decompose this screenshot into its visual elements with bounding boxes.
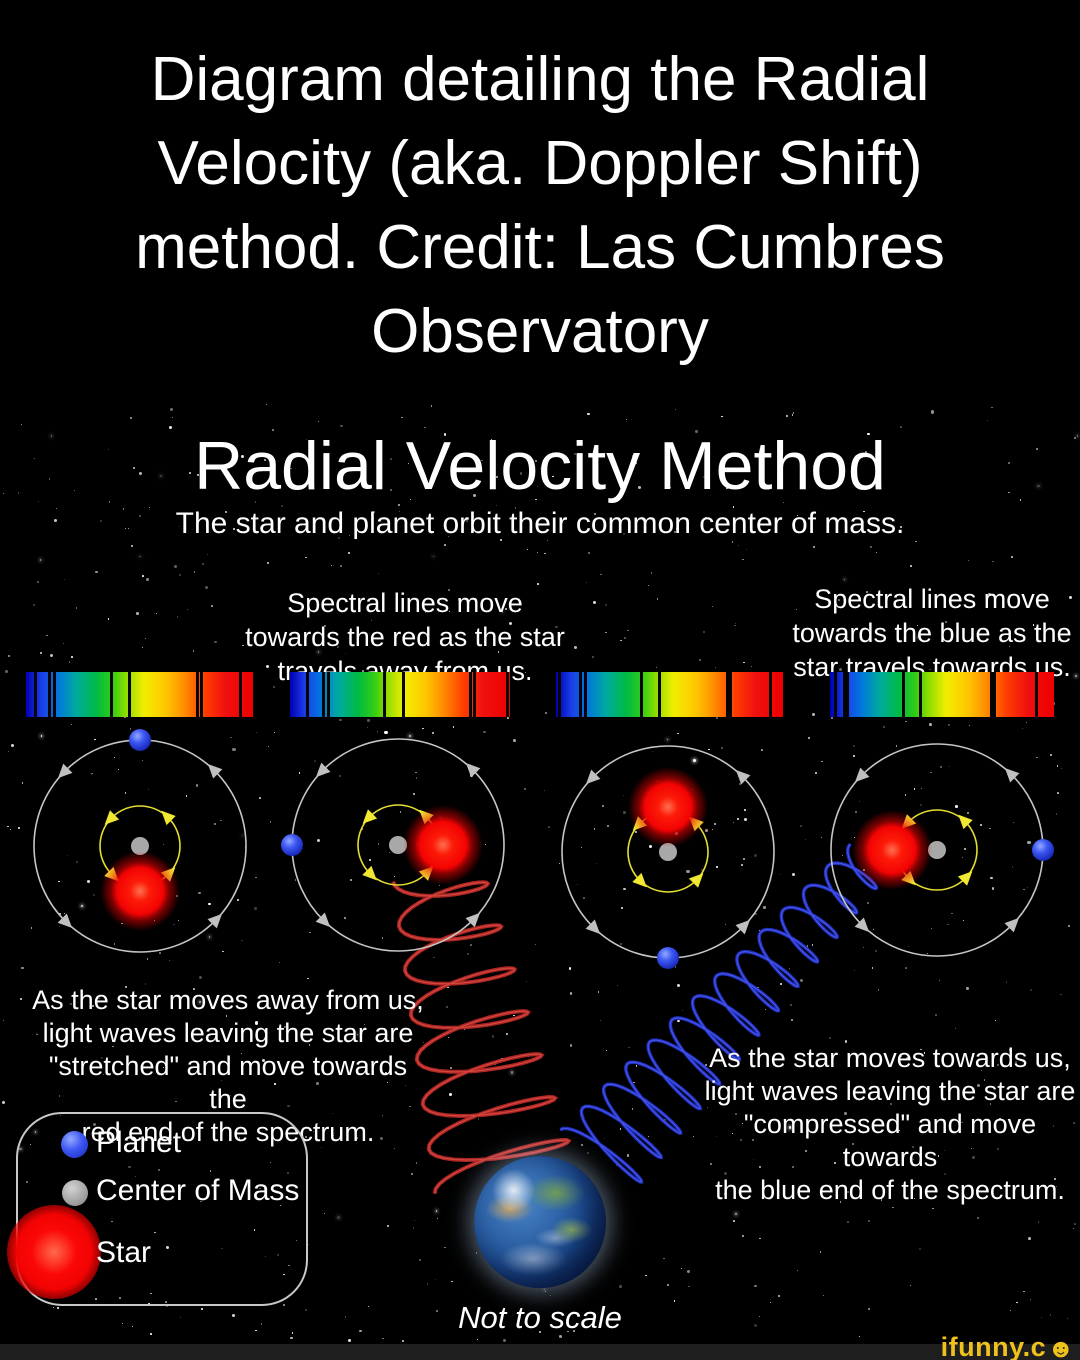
absorption-line (769, 672, 772, 717)
spectrum-bar-4 (830, 672, 1054, 717)
star-body (403, 805, 483, 885)
absorption-line (729, 672, 732, 717)
absorption-line (200, 672, 203, 717)
scale-note: Not to scale (0, 1300, 1080, 1336)
absorption-line (34, 672, 37, 717)
absorption-line (919, 672, 922, 717)
center-of-mass-swatch (62, 1180, 88, 1206)
star-swatch (7, 1205, 101, 1299)
diagram-subtitle: The star and planet orbit their common c… (0, 506, 1080, 542)
absorption-line (383, 672, 386, 717)
legend-label-center-of-mass: Center of Mass (96, 1174, 299, 1208)
absorption-line (196, 672, 199, 717)
absorption-line (506, 672, 509, 717)
spectrum-bar-1 (26, 672, 253, 717)
absorption-line (1035, 672, 1038, 717)
bottom-bar (0, 1344, 1080, 1360)
absorption-line (843, 672, 846, 717)
absorption-line (902, 672, 905, 717)
legend: Planet Center of Mass Star (16, 1112, 308, 1306)
absorption-line (239, 672, 242, 717)
orbit-diagram-2 (280, 727, 516, 963)
planet-swatch (61, 1131, 88, 1158)
spectrum-bar-3 (556, 672, 783, 717)
meme-caption: Diagram detailing the Radial Velocity (a… (0, 38, 1080, 374)
legend-label-planet: Planet (96, 1126, 181, 1160)
planet-body (129, 729, 151, 751)
absorption-line (110, 672, 113, 717)
absorption-line (469, 672, 472, 717)
diagram-title: Radial Velocity Method (0, 430, 1080, 502)
planet-body (281, 834, 303, 856)
absorption-line (402, 672, 405, 717)
absorption-line (558, 672, 561, 717)
absorption-line (579, 672, 582, 717)
absorption-line (993, 672, 996, 717)
explanation-towards: As the star moves towards us, light wave… (700, 1042, 1080, 1207)
absorption-line (658, 672, 661, 717)
planet-body (1032, 839, 1054, 861)
absorption-line (327, 672, 330, 717)
star-body (628, 767, 708, 847)
ifunny-watermark: ifunny.c ☻ (941, 1332, 1075, 1360)
absorption-line (846, 672, 849, 717)
meme-page: Diagram detailing the Radial Velocity (a… (0, 0, 1080, 1360)
absorption-line (640, 672, 643, 717)
absorption-line (128, 672, 131, 717)
absorption-line (306, 672, 309, 717)
orbit-diagram-1 (22, 728, 258, 964)
spectrum-bar-2 (290, 672, 510, 717)
absorption-line (834, 672, 837, 717)
orbit-diagram-4 (819, 732, 1055, 968)
absorption-line (584, 672, 587, 717)
smiley-face-icon: ☻ (1047, 1333, 1075, 1360)
orbit-diagram-3 (550, 734, 786, 970)
legend-label-star: Star (96, 1236, 151, 1270)
star-body (852, 810, 932, 890)
absorption-line (322, 672, 325, 717)
absorption-line (53, 672, 56, 717)
blueshift-caption: Spectral lines move towards the blue as … (772, 582, 1080, 684)
star-body (100, 851, 180, 931)
absorption-line (48, 672, 51, 717)
planet-body (657, 947, 679, 969)
absorption-line (473, 672, 476, 717)
watermark-text: ifunny.c (941, 1332, 1047, 1360)
earth-image (474, 1156, 606, 1288)
